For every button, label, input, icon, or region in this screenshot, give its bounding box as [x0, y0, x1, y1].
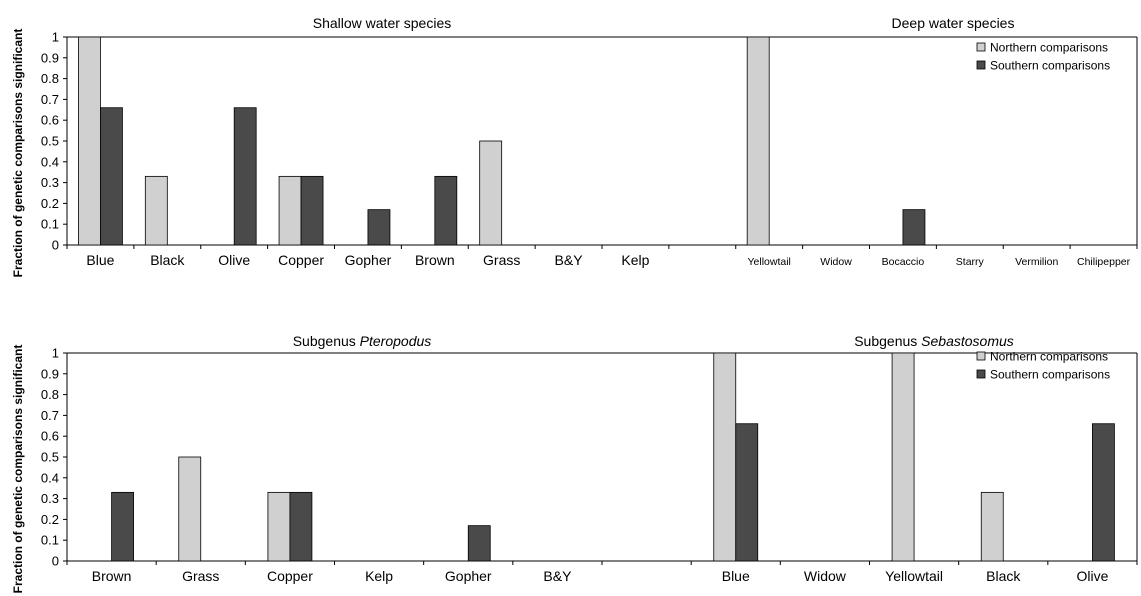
x-tick-label: Black [986, 568, 1021, 584]
x-tick-label: Blue [86, 252, 114, 268]
bar-southern [300, 175, 324, 246]
bar-northern [713, 352, 737, 562]
x-tick-label: Yellowtail [747, 256, 790, 268]
x-tick-label: Starry [956, 256, 985, 268]
group-title-text: Subgenus [854, 333, 921, 349]
y-tick-label: 0.1 [41, 533, 59, 548]
y-tick-label: 0.2 [41, 512, 59, 527]
x-tick-label: Widow [804, 568, 847, 584]
group-title: Deep water species [892, 15, 1015, 31]
bar-northern [278, 175, 302, 246]
y-tick-label: 0.7 [41, 408, 59, 423]
y-tick-label: 0.5 [41, 450, 59, 465]
y-tick-label: 1 [52, 346, 59, 361]
x-tick-label: Kelp [621, 252, 649, 268]
bar-southern [1092, 423, 1115, 562]
y-tick-label: 0 [52, 238, 59, 253]
bar-southern [367, 209, 391, 246]
y-tick-label: 0.2 [41, 196, 59, 211]
x-tick-label: Kelp [365, 568, 393, 584]
group-title-text: Subgenus [293, 333, 360, 349]
bar-northern [267, 491, 291, 562]
y-axis-label: Fraction of genetic comparisons signific… [11, 345, 25, 594]
x-tick-label: Gopher [345, 252, 392, 268]
legend-label: Northern comparisons [990, 350, 1108, 364]
group-title: Subgenus Pteropodus [293, 333, 432, 349]
y-tick-label: 0.4 [41, 470, 59, 485]
bar-southern [111, 491, 134, 562]
legend-swatch-southern [976, 60, 986, 70]
legend-swatch-northern [976, 42, 986, 52]
x-tick-label: Brown [415, 252, 455, 268]
y-tick-label: 0.3 [41, 491, 59, 506]
group-title-italic: Sebastosomus [921, 333, 1014, 349]
legend-label: Southern comparisons [990, 368, 1110, 382]
y-tick-label: 0.1 [41, 217, 59, 232]
legend-swatch-northern [976, 351, 986, 361]
x-tick-label: B&Y [543, 568, 572, 584]
group-title-text: Deep water species [892, 15, 1015, 31]
bar-southern [735, 423, 759, 562]
bar-southern [467, 525, 491, 562]
x-tick-label: Olive [1076, 568, 1108, 584]
bar-southern [233, 107, 257, 246]
y-tick-label: 1 [52, 30, 59, 45]
x-tick-label: Grass [182, 568, 219, 584]
x-tick-label: Olive [218, 252, 250, 268]
group-title: Subgenus Sebastosomus [854, 333, 1014, 349]
bar-northern [178, 456, 202, 562]
x-tick-label: B&Y [555, 252, 584, 268]
y-axis-label: Fraction of genetic comparisons signific… [11, 29, 25, 278]
bar-southern [289, 491, 313, 562]
x-tick-label: Grass [483, 252, 520, 268]
y-tick-label: 0.9 [41, 366, 59, 381]
x-tick-label: Vermilion [1015, 256, 1058, 268]
legend-label: Southern comparisons [990, 59, 1110, 73]
bar-northern [891, 352, 915, 562]
legend-label: Northern comparisons [990, 41, 1108, 55]
y-tick-label: 0.9 [41, 50, 59, 65]
bar-southern [902, 209, 926, 246]
bar-southern [100, 107, 123, 246]
x-tick-label: Copper [267, 568, 313, 584]
x-tick-label: Widow [820, 256, 852, 268]
x-tick-label: Brown [92, 568, 132, 584]
bar-northern [980, 491, 1004, 562]
y-tick-label: 0.8 [41, 71, 59, 86]
x-tick-label: Black [150, 252, 185, 268]
y-tick-label: 0.8 [41, 387, 59, 402]
x-tick-label: Bocaccio [882, 256, 925, 268]
y-tick-label: 0.6 [41, 429, 59, 444]
x-tick-label: Blue [722, 568, 750, 584]
x-tick-label: Chilipepper [1077, 256, 1131, 268]
chart-panel-1: 0 0.1 0.2 0.3 0.4 0.5 0.6 0.7 0.8 0.9 1 Blue Black Ol… [11, 15, 1138, 278]
y-tick-label: 0.5 [41, 134, 59, 149]
bar-northern [78, 36, 101, 246]
y-tick-label: 0.3 [41, 175, 59, 190]
group-title-text: Shallow water species [313, 15, 452, 31]
group-title-italic: Pteropodus [360, 333, 432, 349]
x-tick-label: Gopher [445, 568, 492, 584]
y-tick-label: 0.4 [41, 154, 59, 169]
y-tick-label: 0.6 [41, 113, 59, 128]
y-tick-label: 0.7 [41, 92, 59, 107]
legend-swatch-southern [976, 369, 986, 379]
group-title: Shallow water species [313, 15, 452, 31]
x-tick-label: Yellowtail [885, 568, 943, 584]
bar-northern [479, 140, 503, 246]
bar-northern [746, 36, 770, 246]
bar-southern [434, 175, 458, 246]
chart-panel-2: 0 0.1 0.2 0.3 0.4 0.5 0.6 0.7 0.8 0.9 1 Brown Grass C… [11, 333, 1138, 594]
bar-northern [144, 175, 168, 246]
y-tick-label: 0 [52, 554, 59, 569]
x-tick-label: Copper [278, 252, 324, 268]
